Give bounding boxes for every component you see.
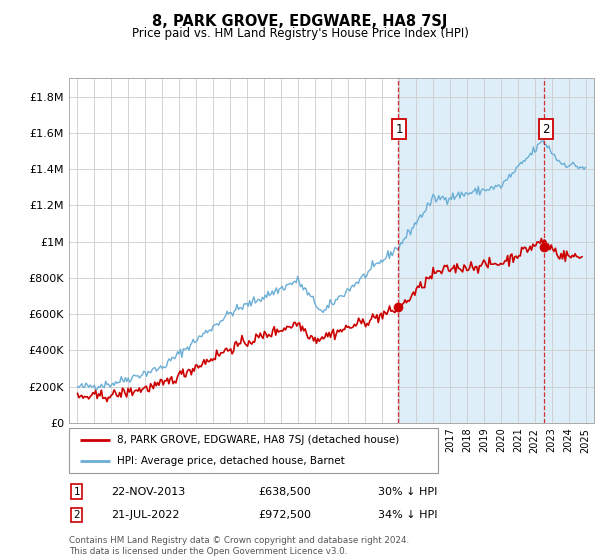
Text: 22-NOV-2013: 22-NOV-2013 [111,487,185,497]
Text: £638,500: £638,500 [258,487,311,497]
Text: 1: 1 [395,123,403,136]
Bar [398,78,594,423]
Text: 21-JUL-2022: 21-JUL-2022 [111,510,179,520]
Text: 1: 1 [73,487,80,497]
Text: 2: 2 [73,510,80,520]
FancyBboxPatch shape [69,428,438,473]
Text: HPI: Average price, detached house, Barnet: HPI: Average price, detached house, Barn… [117,456,345,466]
Text: Contains HM Land Registry data © Crown copyright and database right 2024.
This d: Contains HM Land Registry data © Crown c… [69,536,409,556]
Text: 30% ↓ HPI: 30% ↓ HPI [378,487,437,497]
Text: 8, PARK GROVE, EDGWARE, HA8 7SJ: 8, PARK GROVE, EDGWARE, HA8 7SJ [152,14,448,29]
Text: £972,500: £972,500 [258,510,311,520]
Text: Price paid vs. HM Land Registry's House Price Index (HPI): Price paid vs. HM Land Registry's House … [131,27,469,40]
Text: 8, PARK GROVE, EDGWARE, HA8 7SJ (detached house): 8, PARK GROVE, EDGWARE, HA8 7SJ (detache… [117,436,399,446]
Text: 2: 2 [542,123,550,136]
Text: 34% ↓ HPI: 34% ↓ HPI [378,510,437,520]
